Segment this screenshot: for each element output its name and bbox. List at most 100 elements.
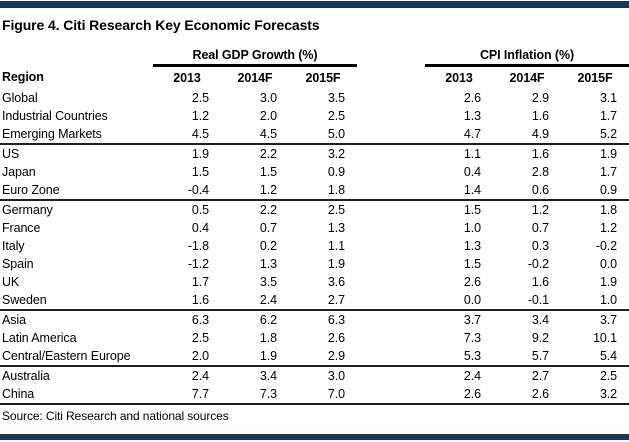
gdp-2015f-cell: 3.6 bbox=[327, 275, 345, 289]
gdp-2013-cell: 0.5 bbox=[191, 203, 209, 217]
gdp-2015f-cell: 1.3 bbox=[327, 221, 345, 235]
cpi-2013-cell: 2.6 bbox=[463, 275, 481, 289]
gdp-2015f-cell: 3.0 bbox=[327, 369, 345, 383]
region-cell: Asia bbox=[2, 313, 26, 327]
cpi-2013-cell: 4.7 bbox=[425, 125, 493, 145]
cpi-2014f-cell: -0.2 bbox=[527, 257, 549, 271]
cpi-2015f-cell: 1.9 bbox=[599, 147, 618, 161]
spacer-cell bbox=[357, 255, 425, 273]
table-row: Spain -1.2 1.3 1.9 1.5 -0.2 0.0 bbox=[0, 255, 629, 273]
gdp-2013-cell: 1.2 bbox=[191, 109, 209, 123]
group-header-gdp: Real GDP Growth (%) bbox=[153, 41, 357, 67]
cpi-2014f-cell: 5.7 bbox=[493, 347, 561, 367]
gdp-2014f-cell: 3.5 bbox=[259, 275, 277, 289]
region-cell: Central/Eastern Europe bbox=[0, 347, 153, 367]
table-row: Latin America 2.5 1.8 2.6 7.3 9.2 10.1 bbox=[0, 329, 629, 347]
group-header-cpi: CPI Inflation (%) bbox=[425, 41, 629, 67]
gdp-2015f-cell: 2.5 bbox=[327, 109, 345, 123]
region-cell: China bbox=[0, 385, 153, 405]
cpi-2013-cell: 1.4 bbox=[425, 181, 493, 201]
cpi-2015f-cell: 5.4 bbox=[561, 347, 629, 367]
cpi-2015f-cell: 1.7 bbox=[599, 109, 618, 123]
spacer-cell bbox=[357, 144, 425, 163]
column-header-spacer bbox=[357, 66, 425, 90]
table-row: China 7.7 7.3 7.0 2.6 2.6 3.2 bbox=[0, 385, 629, 405]
region-cell: Japan bbox=[2, 165, 36, 179]
gdp-2014f-cell: 4.5 bbox=[221, 125, 289, 145]
gdp-2013-cell: 2.0 bbox=[153, 347, 221, 367]
gdp-2013-cell: 1.7 bbox=[191, 275, 209, 289]
gdp-2013-cell: 1.5 bbox=[191, 165, 209, 179]
gdp-2014f-cell: 3.4 bbox=[259, 369, 277, 383]
cpi-2013-cell: 1.5 bbox=[463, 257, 481, 271]
gdp-2014f-cell: 2.0 bbox=[259, 109, 277, 123]
table-row: Germany 0.5 2.2 2.5 1.5 1.2 1.8 bbox=[0, 200, 629, 219]
column-header-region: Region bbox=[2, 70, 44, 85]
gdp-2014f-cell: 1.5 bbox=[259, 165, 277, 179]
gdp-2015f-cell: 1.1 bbox=[327, 239, 345, 253]
column-header-gdp-2014f: 2014F bbox=[237, 71, 273, 85]
region-cell: Australia bbox=[2, 369, 50, 383]
gdp-2015f-cell: 5.0 bbox=[289, 125, 357, 145]
table-row: Emerging Markets 4.5 4.5 5.0 4.7 4.9 5.2 bbox=[0, 125, 629, 145]
spacer-cell bbox=[357, 163, 425, 181]
spacer-cell bbox=[357, 181, 425, 201]
region-cell: US bbox=[2, 147, 20, 161]
gdp-2013-cell: 6.3 bbox=[191, 313, 209, 327]
table-row: UK 1.7 3.5 3.6 2.6 1.6 1.9 bbox=[0, 273, 629, 291]
cpi-2015f-cell: 1.2 bbox=[599, 221, 618, 235]
gdp-2013-cell: 2.5 bbox=[191, 91, 209, 105]
gdp-2015f-cell: 2.6 bbox=[327, 331, 345, 345]
cpi-2014f-cell: 1.6 bbox=[531, 109, 549, 123]
gdp-2015f-cell: 7.0 bbox=[289, 385, 357, 405]
table-row: Industrial Countries 1.2 2.0 2.5 1.3 1.6… bbox=[0, 107, 629, 125]
gdp-2015f-cell: 3.2 bbox=[327, 147, 345, 161]
cpi-2015f-cell: 3.2 bbox=[561, 385, 629, 405]
cpi-2015f-cell: 0.0 bbox=[599, 257, 618, 271]
cpi-2015f-cell: 2.5 bbox=[599, 369, 618, 383]
cpi-2013-cell: 1.0 bbox=[463, 221, 481, 235]
gdp-2015f-cell: 2.9 bbox=[289, 347, 357, 367]
gdp-2014f-cell: 7.3 bbox=[221, 385, 289, 405]
cpi-2014f-cell: 4.9 bbox=[493, 125, 561, 145]
region-cell: Industrial Countries bbox=[2, 109, 108, 123]
gdp-2014f-cell: 0.2 bbox=[259, 239, 277, 253]
cpi-2014f-cell: 1.6 bbox=[531, 275, 549, 289]
cpi-2014f-cell: 0.6 bbox=[493, 181, 561, 201]
region-cell: Sweden bbox=[0, 291, 153, 311]
table-row: Australia 2.4 3.4 3.0 2.4 2.7 2.5 bbox=[0, 366, 629, 385]
gdp-2013-cell: 4.5 bbox=[153, 125, 221, 145]
gdp-2014f-cell: 2.4 bbox=[221, 291, 289, 311]
cpi-2013-cell: 7.3 bbox=[463, 331, 481, 345]
column-header-gdp-2013: 2013 bbox=[173, 71, 201, 85]
table-row: France 0.4 0.7 1.3 1.0 0.7 1.2 bbox=[0, 219, 629, 237]
spacer-cell bbox=[357, 200, 425, 219]
cpi-2015f-cell: 1.8 bbox=[599, 203, 618, 217]
spacer-cell bbox=[357, 89, 425, 107]
gdp-2013-cell: 2.4 bbox=[191, 369, 209, 383]
gdp-2013-cell: 1.6 bbox=[153, 291, 221, 311]
cpi-2013-cell: 2.6 bbox=[425, 385, 493, 405]
gdp-2014f-cell: 2.2 bbox=[259, 203, 277, 217]
spacer-cell bbox=[357, 237, 425, 255]
cpi-2015f-cell: 5.2 bbox=[561, 125, 629, 145]
spacer-cell bbox=[357, 329, 425, 347]
cpi-2014f-cell: 2.8 bbox=[531, 165, 549, 179]
cpi-2013-cell: 0.0 bbox=[425, 291, 493, 311]
cpi-2014f-cell: -0.1 bbox=[493, 291, 561, 311]
gdp-2015f-cell: 6.3 bbox=[327, 313, 345, 327]
cpi-2014f-cell: 2.6 bbox=[493, 385, 561, 405]
bottom-accent-bar bbox=[0, 434, 629, 440]
gdp-2014f-cell: 3.0 bbox=[259, 91, 277, 105]
cpi-2014f-cell: 9.2 bbox=[531, 331, 549, 345]
spacer-cell bbox=[357, 366, 425, 385]
gdp-2014f-cell: 0.7 bbox=[259, 221, 277, 235]
region-cell: Global bbox=[2, 91, 38, 105]
spacer-cell bbox=[357, 347, 425, 367]
table-row: Japan 1.5 1.5 0.9 0.4 2.8 1.7 bbox=[0, 163, 629, 181]
column-header-row: Region 2013 2014F 2015F 2013 2014F 2015F bbox=[0, 66, 629, 90]
gdp-2015f-cell: 2.5 bbox=[327, 203, 345, 217]
gdp-2013-cell: -1.2 bbox=[187, 257, 209, 271]
gdp-2014f-cell: 1.2 bbox=[221, 181, 289, 201]
